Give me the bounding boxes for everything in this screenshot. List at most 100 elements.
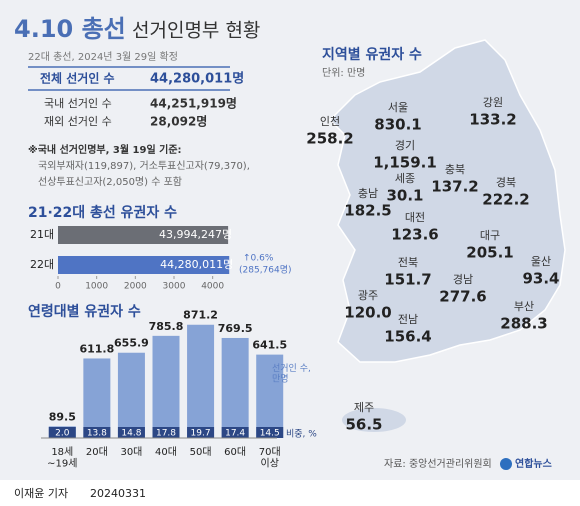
region-name: 경남 [453,273,473,286]
table-label: 재외 선거인 수 [44,115,112,128]
x-tick-label: 18세 ~19세 [47,446,77,470]
region-name: 전남 [398,313,418,326]
legend-label: 비중, % [286,429,317,440]
region-value: 123.6 [391,226,438,244]
x-tick-label: 20대 [86,446,108,458]
value-label: 655.9 [114,337,149,350]
share-label: 17.4 [225,429,245,439]
bar [187,324,215,438]
bar [83,358,111,438]
chart-title: 연령대별 유권자 수 [28,303,141,320]
share-label: 17.8 [156,429,176,439]
region-name: 서울 [388,101,408,114]
region-value: 205.1 [466,244,513,262]
region-name: 충북 [445,163,465,176]
annotation: (285,764명) [239,265,292,276]
region-name: 경북 [496,176,516,189]
region-value: 222.2 [482,191,529,209]
note: ※국내 선거인명부, 3월 19일 기준: [28,143,182,156]
region-name: 부산 [514,300,534,313]
share-label: 14.8 [121,429,141,439]
jeju-outline [342,408,406,432]
region-name: 세종 [395,172,415,185]
region-name: 전북 [398,256,418,269]
value-label: 89.5 [49,410,76,423]
source: 자료: 중앙선거관리위원회 [384,457,492,470]
note: 국외부재자(119,897), 거소투표신고자(79,370), [38,160,250,172]
region-name: 강원 [483,96,503,109]
bar [221,337,249,438]
region-value: 156.4 [384,328,431,346]
table-value: 28,092명 [150,115,207,129]
value-label: 769.5 [218,322,253,335]
x-tick-label: 0 [55,282,61,292]
value-label: 785.8 [149,320,184,333]
region-value: 133.2 [469,111,516,129]
share-band [152,427,180,438]
share-band [187,427,215,438]
region-value: 151.7 [384,271,431,289]
bar [117,352,145,438]
share-label: 14.5 [260,429,280,439]
region-name: 경기 [395,139,415,152]
subtitle: 22대 총선, 2024년 3월 29일 확정 [28,51,178,63]
region-value: 93.4 [522,270,559,288]
title-highlight: 4.10 총선 [14,15,126,43]
table-value: 44,251,919명 [150,97,237,111]
x-tick-label: 1000 [85,282,108,292]
region-value: 830.1 [374,116,421,134]
region-name: 제주 [354,401,374,414]
value-label: 44,280,011명 [160,258,233,271]
share-label: 13.8 [87,429,107,439]
byline: 이재윤 기자 [14,487,68,500]
region-value: 120.0 [344,304,391,322]
region-name: 인천 [320,114,340,128]
category-label: 22대 [30,258,54,271]
region-value: 277.6 [439,288,486,306]
x-tick-label: 3000 [163,282,186,292]
value-label: 611.8 [79,342,114,355]
bar [58,256,230,274]
bar [256,354,284,438]
map-outline [328,39,566,363]
share-band [117,427,145,438]
share-band [48,427,76,438]
region-name: 광주 [358,289,378,302]
region-name: 충남 [358,187,378,200]
region-name: 대구 [480,229,500,242]
region-value: 258.2 [306,130,353,148]
x-tick-label: 30대 [120,446,142,458]
annotation: ↑0.6% [243,254,274,264]
region-value: 30.1 [386,187,423,205]
table-label: 국내 선거인 수 [44,97,112,110]
region-value: 1,159.1 [373,154,437,172]
note: 선상투표신고자(2,050명) 수 포함 [38,176,182,188]
x-tick-label: 2000 [124,282,147,292]
region-value: 137.2 [431,178,478,196]
share-band [83,427,111,438]
region-value: 288.3 [500,315,547,333]
legend-label: 선거인 수, 만명 [272,363,311,384]
logo-icon [500,458,512,470]
x-tick-label: 50대 [190,446,212,458]
share-label: 19.7 [191,429,211,439]
logo: 연합뉴스 [515,457,552,470]
x-tick-label: 70대 이상 [259,446,281,470]
x-tick-label: 40대 [155,446,177,458]
chart-title: 21·22대 총선 유권자 수 [28,205,177,221]
value-label: 43,994,247명 [159,228,232,241]
bar [58,226,229,244]
value-label: 871.2 [183,309,218,322]
region-value: 56.5 [345,416,382,434]
category-label: 21대 [30,228,54,241]
table-head-value: 44,280,011명 [150,71,244,87]
value-label: 641.5 [252,339,287,352]
title: 선거인명부 현황 [132,20,260,42]
x-tick-label: 4000 [201,282,224,292]
share-band [221,427,249,438]
share-label: 2.0 [55,429,70,439]
bar [152,335,180,438]
map-title: 지역별 유권자 수 [322,46,422,63]
date: 20240331 [90,487,146,500]
